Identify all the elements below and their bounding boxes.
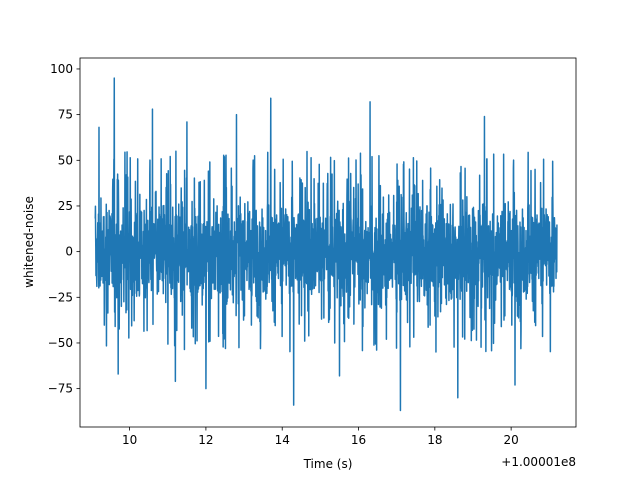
x-axis-ticks: 10 12 14 16 18 20 bbox=[122, 427, 519, 447]
x-tick-label: 14 bbox=[275, 433, 290, 447]
axes-frame bbox=[79, 57, 577, 428]
y-tick-label: 100 bbox=[50, 62, 73, 76]
x-axis-offset-label: +1.00001e8 bbox=[501, 455, 576, 469]
x-axis-label: Time (s) bbox=[303, 457, 353, 471]
x-tick-label: 12 bbox=[198, 433, 213, 447]
x-tick-label: 18 bbox=[427, 433, 442, 447]
x-tick-label: 16 bbox=[351, 433, 366, 447]
y-tick-label: −75 bbox=[48, 382, 73, 396]
y-tick-label: 0 bbox=[65, 245, 73, 259]
noise-series-line bbox=[94, 77, 558, 412]
plot-area bbox=[94, 77, 558, 412]
y-tick-label: −50 bbox=[48, 336, 73, 350]
y-axis-label: whitened-noise bbox=[22, 196, 36, 288]
y-tick-label: 25 bbox=[58, 199, 73, 213]
x-tick-label: 20 bbox=[503, 433, 518, 447]
x-tick-label: 10 bbox=[122, 433, 137, 447]
y-tick-label: −25 bbox=[48, 290, 73, 304]
y-tick-label: 50 bbox=[58, 153, 73, 167]
y-axis-ticks: −75 −50 −25 0 25 50 75 100 bbox=[48, 62, 80, 396]
y-tick-label: 75 bbox=[58, 108, 73, 122]
